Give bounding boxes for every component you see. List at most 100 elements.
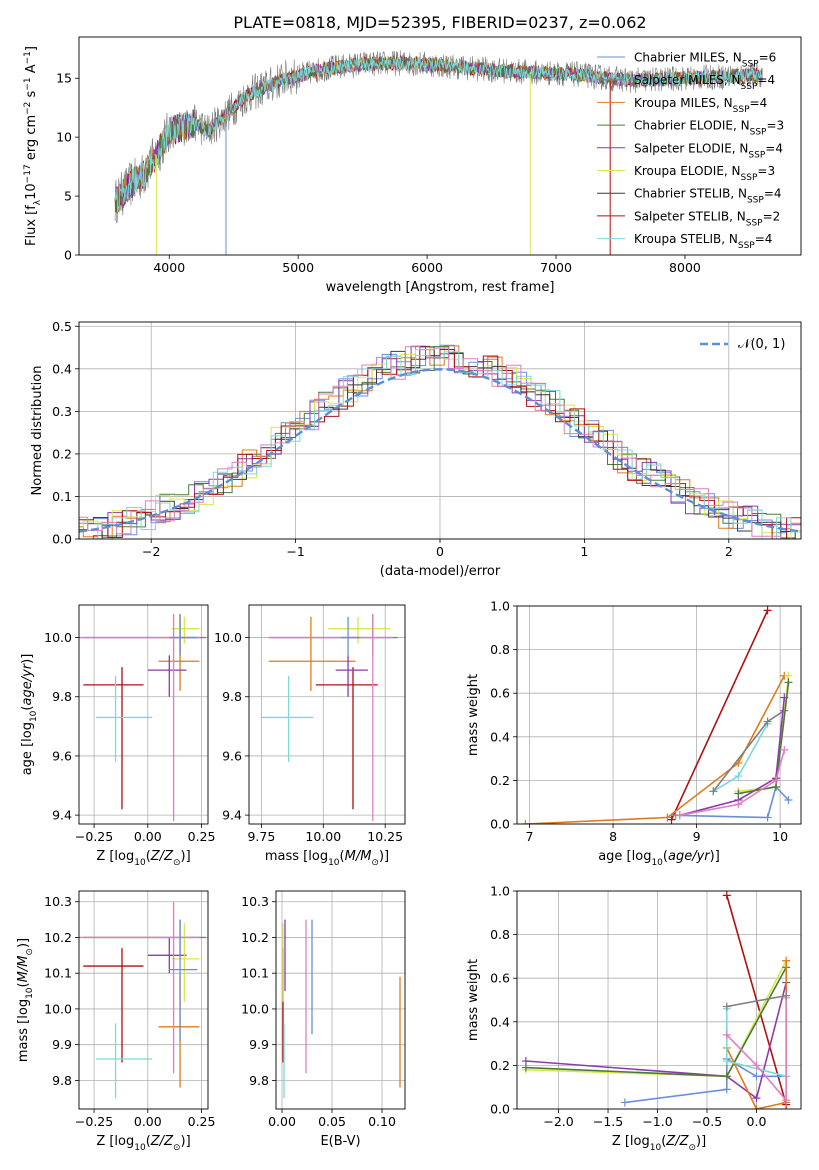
y-tick-label: 10.0 bbox=[214, 630, 242, 645]
x-tick-label: −0.25 bbox=[75, 829, 113, 844]
label-part: =3 bbox=[766, 119, 784, 133]
axes-frame bbox=[248, 604, 406, 825]
y-tick-label: 9.8 bbox=[52, 1073, 72, 1088]
x-tick-label: 0.10 bbox=[368, 1114, 396, 1129]
x-tick-label: 10.00 bbox=[305, 829, 341, 844]
data-point-marker bbox=[784, 796, 793, 805]
x-tick-label: 8 bbox=[609, 829, 617, 844]
x-tick-label: 7 bbox=[526, 829, 534, 844]
data-point-marker bbox=[763, 717, 772, 726]
x-axis-label: age [log10(age/yr)] bbox=[598, 849, 720, 868]
legend-label: Salpeter STELIB, NSSP=2 bbox=[634, 209, 780, 228]
label-part: 10 bbox=[29, 710, 39, 722]
y-tick-label: 9.8 bbox=[222, 689, 242, 704]
panel-residuals: −2 −1 0 1 2 0.0 0.1 0.2 0.3 0.4 0.5 (data-model)/er… bbox=[30, 319, 802, 579]
residual-histogram bbox=[79, 351, 801, 539]
legend-label: Salpeter ELODIE, NSSP=4 bbox=[634, 141, 783, 160]
y-tick-label: 10.1 bbox=[44, 966, 72, 981]
label-part: ⊙ bbox=[688, 1143, 696, 1153]
y-tick-label: 0.4 bbox=[490, 729, 510, 744]
x-tick-label: 9 bbox=[693, 829, 701, 844]
y-axis-label: age [log10(age/yr)] bbox=[20, 654, 39, 776]
y-axis-label: mass weight bbox=[466, 674, 481, 756]
label-part: mass weight bbox=[466, 674, 481, 756]
x-tick-label: 9.75 bbox=[247, 829, 275, 844]
y-tick-label: 0.1 bbox=[52, 489, 72, 504]
x-axis-label: Z [log10(Z/Z⊙)] bbox=[612, 1134, 706, 1153]
axes-frame bbox=[78, 36, 802, 256]
label-part: A bbox=[24, 64, 39, 77]
y-tick-label: 10.2 bbox=[241, 930, 269, 945]
y-tick-label: 0.0 bbox=[52, 532, 72, 547]
label-part: )] bbox=[710, 849, 720, 864]
y-tick-label: 10.0 bbox=[44, 630, 72, 645]
legend-label: Kroupa MILES, NSSP=4 bbox=[634, 96, 767, 115]
y-tick-label: 10.3 bbox=[241, 894, 269, 909]
y-tick-label: 0.8 bbox=[490, 927, 510, 942]
plot-area bbox=[79, 613, 206, 822]
y-tick-label: 0.8 bbox=[490, 642, 510, 657]
plot-area bbox=[79, 901, 206, 1099]
mass-weight-line bbox=[679, 697, 786, 817]
data-point-marker bbox=[722, 1057, 731, 1066]
label-part: erg cm bbox=[24, 115, 39, 164]
data-point-marker bbox=[771, 776, 780, 785]
data-point-marker bbox=[752, 1072, 761, 1081]
label-part: SSP bbox=[750, 128, 767, 138]
label-part: =4 bbox=[750, 96, 768, 110]
data-point-marker bbox=[521, 1063, 530, 1072]
data-point-marker bbox=[722, 1072, 731, 1081]
x-tick-label: 0 bbox=[436, 544, 444, 559]
label-part: ( bbox=[661, 1134, 666, 1149]
label-part: wavelength [Angstrom, rest frame] bbox=[326, 280, 555, 295]
residual-histogram bbox=[79, 349, 801, 539]
data-point-marker bbox=[709, 787, 718, 796]
y-tick-label: 0.2 bbox=[52, 446, 72, 461]
label-part: Salpeter STELIB, N bbox=[634, 209, 746, 223]
label-part: SSP bbox=[733, 105, 750, 115]
label-part: 10 bbox=[24, 183, 39, 200]
plot-area bbox=[261, 613, 398, 822]
label-part: ( bbox=[16, 982, 31, 987]
label-part: SSP bbox=[742, 60, 759, 70]
data-point-marker bbox=[667, 815, 676, 824]
y-tick-label: 0.2 bbox=[490, 1058, 510, 1073]
label-part: 10 bbox=[134, 1143, 146, 1153]
label-part: age/yr bbox=[20, 662, 35, 705]
y-tick-label: 9.8 bbox=[52, 689, 72, 704]
label-part: age [log bbox=[20, 722, 35, 775]
y-tick-label: 0.3 bbox=[52, 404, 72, 419]
data-point-marker bbox=[752, 1061, 761, 1070]
label-part: =4 bbox=[765, 141, 783, 155]
x-axis-label: Z [log10(Z/Z⊙)] bbox=[96, 849, 190, 868]
y-tick-label: 9.9 bbox=[249, 1037, 269, 1052]
label-part: 10 bbox=[650, 1143, 662, 1153]
label-part: (data-model)/error bbox=[380, 564, 501, 579]
label-part: Chabrier ELODIE, N bbox=[634, 119, 750, 133]
mass-weight-line bbox=[675, 785, 790, 819]
legend-label: Chabrier STELIB, NSSP=4 bbox=[634, 187, 782, 206]
y-tick-label: 15 bbox=[56, 71, 72, 86]
label-part: mass weight bbox=[466, 959, 481, 1041]
plot-area bbox=[521, 891, 791, 1109]
y-tick-label: 0.5 bbox=[52, 319, 72, 334]
mass-weight-line bbox=[525, 982, 787, 1100]
label-part: Z [log bbox=[96, 1134, 134, 1149]
label-part: SSP bbox=[741, 82, 758, 92]
panel-spectrum: 4000 5000 6000 7000 8000 0 5 10 15 wavelength [An… bbox=[23, 36, 802, 295]
residual-histogram bbox=[79, 346, 801, 539]
x-axis-label: mass [log10(M/M⊙)] bbox=[265, 849, 389, 868]
data-point-marker bbox=[752, 1094, 761, 1103]
label-part: M/M bbox=[345, 849, 372, 864]
x-tick-label: 7000 bbox=[540, 260, 572, 275]
data-point-marker bbox=[763, 606, 772, 615]
y-tick-label: 0.6 bbox=[490, 686, 510, 701]
x-tick-label: 0.25 bbox=[188, 1114, 216, 1129]
y-tick-label: 10.0 bbox=[44, 1001, 72, 1016]
x-tick-label: −2.0 bbox=[543, 1114, 573, 1129]
mass-weight-line bbox=[670, 610, 769, 820]
label-part: Flux [f bbox=[24, 205, 39, 246]
y-tick-label: 0.2 bbox=[490, 773, 510, 788]
x-tick-label: 5000 bbox=[282, 260, 314, 275]
y-tick-label: 9.4 bbox=[52, 808, 72, 823]
